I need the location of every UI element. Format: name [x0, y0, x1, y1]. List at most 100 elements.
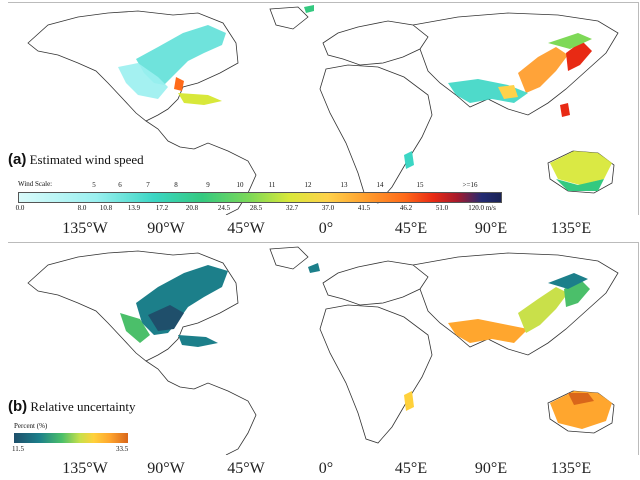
asia-outline: [412, 252, 619, 356]
wind-speed-tick: 13.9: [127, 204, 141, 212]
wind-speed-map: [8, 2, 639, 215]
uncertainty-map: [8, 242, 639, 455]
africa-outline: [319, 304, 433, 444]
gulf-wind-band: [118, 63, 168, 99]
australia-high-band: [568, 393, 594, 405]
europe-outline: [322, 260, 429, 306]
longitude-label: 135°E: [550, 220, 592, 237]
east-asia-uncertainty-band: [518, 287, 568, 333]
wind-level-label: 14: [376, 181, 384, 189]
europe-outline: [322, 20, 429, 66]
longitude-label: 45°E: [394, 460, 428, 477]
longitude-label: 90°W: [147, 220, 185, 237]
longitude-label: 135°W: [62, 460, 108, 477]
longitude-label: 45°E: [394, 220, 428, 237]
japan-wind-band: [566, 41, 592, 71]
longitude-label: 45°W: [227, 460, 265, 477]
south-america-outline: [193, 382, 257, 455]
madagascar-band: [404, 151, 414, 169]
panel-title-text: Estimated wind speed: [29, 152, 144, 167]
wind-speed-tick: 32.7: [285, 204, 299, 212]
wind-level-label: >=16: [462, 181, 478, 189]
uncertainty-color-bar: [14, 433, 128, 443]
australia-wind-band: [550, 151, 612, 185]
panel-title-text: Relative uncertainty: [30, 399, 136, 414]
north-asia-wind-band: [548, 33, 592, 49]
longitude-label: 135°E: [550, 460, 592, 477]
wind-speed-tick: 0.0: [15, 204, 25, 212]
wind-level-label: 9: [206, 181, 210, 189]
australia-south-band: [556, 179, 604, 191]
wind-level-label: 7: [146, 181, 150, 189]
panel-letter: (a): [8, 151, 27, 168]
bay-bengal-band: [498, 85, 518, 99]
korea-uncertainty-band: [548, 273, 588, 289]
longitude-label: 135°W: [62, 220, 108, 237]
asia-uncertainty-band: [448, 319, 528, 343]
madagascar-uncertainty-band: [404, 391, 414, 411]
wind-speed-tick: 10.8: [99, 204, 113, 212]
longitude-label: 90°E: [474, 220, 508, 237]
uncertainty-panel-title: (b) Relative uncertainty: [8, 398, 135, 415]
panel-letter: (b): [8, 398, 28, 415]
uncertainty-map-svg: [27, 246, 619, 455]
longitude-label: 0°: [318, 220, 334, 237]
longitude-label: 0°: [318, 460, 334, 477]
wind-speed-tick: 46.2: [399, 204, 413, 212]
central-america-outline: [145, 120, 195, 150]
mexico-uncertainty-band: [120, 313, 150, 343]
wind-level-label: 13: [340, 181, 348, 189]
wind-color-bar: [18, 192, 502, 203]
uncertainty-coastal-bands: [120, 263, 612, 429]
wind-level-label: 11: [268, 181, 276, 189]
philippines-band: [560, 103, 570, 117]
greenland-outline: [269, 246, 309, 270]
wind-level-label: 12: [304, 181, 312, 189]
wind-scale-title: Wind Scale:: [18, 180, 53, 188]
wind-level-label: 15: [416, 181, 424, 189]
wind-level-label: 5: [92, 181, 96, 189]
wind-speed-map-svg: [27, 5, 619, 215]
continent-outlines: [27, 6, 619, 215]
wind-speed-tick: 17.2: [155, 204, 169, 212]
wind-speed-tick: 8.0: [77, 204, 87, 212]
wind-speed-tick: 120.0 m/s: [468, 204, 496, 212]
longitude-label: 45°W: [227, 220, 265, 237]
uncertainty-max-label: 33.5: [116, 445, 129, 453]
wind-speed-tick: 28.5: [249, 204, 263, 212]
uncertainty-legend-title: Percent (%): [14, 422, 48, 430]
wind-level-label: 8: [174, 181, 178, 189]
australia-uncertainty-band: [550, 391, 612, 429]
wind-scale-legend: Wind Scale: 5 6 7 8 9 10 11 12 13 14 15 …: [14, 180, 504, 214]
panel-wind-speed: (a) Estimated wind speed Wind Scale: 5 6…: [0, 2, 640, 238]
caribbean-uncertainty-band: [178, 335, 218, 347]
africa-outline: [319, 64, 433, 204]
europe-band: [304, 5, 314, 13]
wind-speed-tick: 20.8: [185, 204, 199, 212]
uncertainty-min-label: 11.5: [12, 445, 24, 453]
wind-speed-tick: 37.0: [321, 204, 335, 212]
wind-speed-panel-title: (a) Estimated wind speed: [8, 151, 144, 168]
continent-outlines: [27, 246, 619, 455]
north-america-outline: [27, 10, 239, 122]
asia-outline: [412, 12, 619, 116]
greenland-outline: [269, 6, 309, 30]
caribbean-wind-band: [178, 93, 222, 105]
longitude-label: 90°E: [474, 460, 508, 477]
wind-level-label: 10: [236, 181, 244, 189]
wind-coastal-bands: [118, 5, 612, 191]
wind-level-label: 6: [118, 181, 122, 189]
south-america-outline: [193, 142, 257, 215]
uncertainty-legend: Percent (%) 11.5 33.5: [8, 422, 138, 454]
na-east-wind-band: [136, 25, 226, 85]
east-asia-wind-band: [518, 47, 568, 93]
longitude-axis-top: 135°W 90°W 45°W 0° 45°E 90°E 135°E: [0, 216, 640, 238]
wind-speed-tick: 41.5: [357, 204, 371, 212]
na-dark-band: [148, 305, 184, 331]
europe-uncertainty-band: [308, 263, 320, 273]
longitude-axis-bottom: 135°W 90°W 45°W 0° 45°E 90°E 135°E: [0, 456, 640, 478]
north-america-outline: [27, 250, 239, 362]
gulf-hotspot: [174, 77, 184, 91]
na-east-uncertainty-band: [136, 265, 228, 335]
wind-speed-tick: 24.5: [217, 204, 231, 212]
